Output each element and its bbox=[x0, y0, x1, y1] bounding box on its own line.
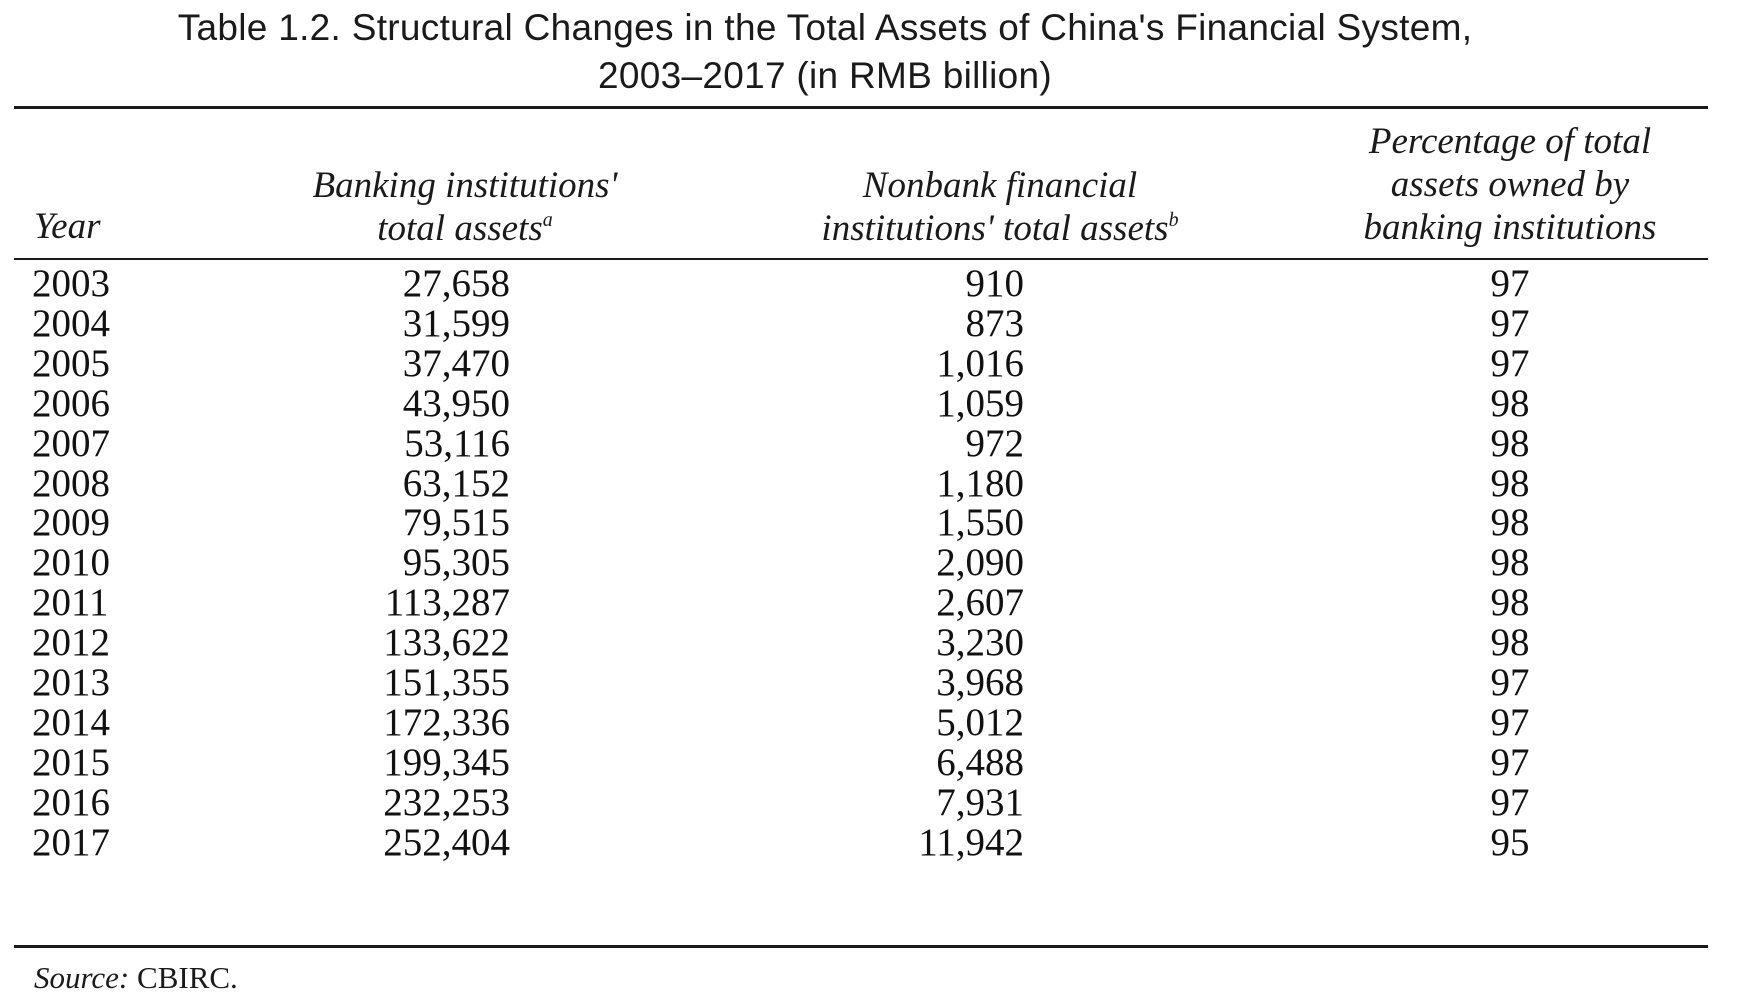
header-year: Year bbox=[34, 206, 101, 247]
cell-nonbank-assets: 972 bbox=[965, 421, 1025, 465]
cell-year: 2015 bbox=[32, 740, 110, 784]
cell-year: 2007 bbox=[32, 421, 110, 465]
cell-year: 2017 bbox=[32, 820, 110, 864]
cell-year: 2006 bbox=[32, 381, 110, 425]
source-text: CBIRC. bbox=[137, 960, 238, 995]
cell-percentage: 98 bbox=[1490, 381, 1530, 425]
table-row: 2007 53,116 972 98 bbox=[0, 422, 1757, 466]
cell-year: 2003 bbox=[32, 262, 110, 305]
cell-banking-assets: 79,515 bbox=[402, 501, 510, 545]
cell-banking-assets: 172,336 bbox=[383, 700, 510, 744]
table-row: 2003 27,658 910 97 bbox=[0, 262, 1757, 306]
cell-year: 2010 bbox=[32, 541, 110, 585]
cell-year: 2004 bbox=[32, 301, 110, 345]
cell-banking-assets: 113,287 bbox=[384, 581, 510, 625]
cell-nonbank-assets: 1,180 bbox=[936, 461, 1024, 505]
header-banking-line-1: Banking institutions' bbox=[312, 165, 618, 206]
header-banking-line-2-text: total assets bbox=[377, 208, 543, 249]
cell-percentage: 97 bbox=[1490, 262, 1530, 305]
cell-year: 2005 bbox=[32, 341, 110, 385]
cell-year: 2009 bbox=[32, 501, 110, 545]
cell-banking-assets: 43,950 bbox=[402, 381, 510, 425]
header-banking-line-2: total assetsa bbox=[250, 207, 680, 250]
cell-percentage: 98 bbox=[1490, 621, 1530, 665]
cell-percentage: 97 bbox=[1490, 661, 1530, 704]
cell-banking-assets: 151,355 bbox=[383, 661, 510, 704]
table-row: 2010 95,305 2,090 98 bbox=[0, 541, 1757, 585]
cell-year: 2008 bbox=[32, 461, 110, 505]
cell-banking-assets: 232,253 bbox=[383, 780, 510, 824]
cell-percentage: 98 bbox=[1490, 461, 1530, 505]
table-row: 2011 113,287 2,607 98 bbox=[0, 581, 1757, 625]
cell-nonbank-assets: 2,607 bbox=[936, 581, 1024, 625]
cell-nonbank-assets: 6,488 bbox=[936, 740, 1024, 784]
source-note: Source: CBIRC. bbox=[34, 958, 238, 998]
header-nonbank-line-2: institutions' total assetsb bbox=[770, 207, 1230, 250]
cell-banking-assets: 27,658 bbox=[402, 262, 510, 305]
bottom-rule bbox=[14, 945, 1708, 948]
table-row: 2009 79,515 1,550 98 bbox=[0, 501, 1757, 545]
cell-percentage: 95 bbox=[1490, 820, 1530, 864]
footnote-marker-b: b bbox=[1168, 209, 1179, 231]
cell-banking-assets: 63,152 bbox=[402, 461, 510, 505]
cell-percentage: 97 bbox=[1490, 341, 1530, 385]
cell-nonbank-assets: 910 bbox=[965, 262, 1025, 305]
table-row: 2008 63,152 1,180 98 bbox=[0, 462, 1757, 506]
cell-banking-assets: 199,345 bbox=[383, 740, 510, 784]
header-pct-line-3: banking institutions bbox=[1363, 207, 1657, 248]
cell-percentage: 98 bbox=[1490, 421, 1530, 465]
table-row: 2016 232,253 7,931 97 bbox=[0, 781, 1757, 825]
cell-year: 2014 bbox=[32, 700, 110, 744]
cell-year: 2016 bbox=[32, 780, 110, 824]
cell-nonbank-assets: 1,550 bbox=[936, 501, 1024, 545]
table-title-line-1: Table 1.2. Structural Changes in the Tot… bbox=[177, 7, 1473, 48]
table-title-line-2: 2003–2017 (in RMB billion) bbox=[597, 55, 1053, 96]
top-rule bbox=[14, 106, 1708, 109]
cell-banking-assets: 53,116 bbox=[404, 421, 510, 465]
header-pct-line-2: assets owned by bbox=[1390, 164, 1630, 205]
cell-banking-assets: 37,470 bbox=[402, 341, 510, 385]
footnote-marker-a: a bbox=[542, 209, 553, 231]
cell-banking-assets: 95,305 bbox=[402, 541, 510, 585]
cell-banking-assets: 133,622 bbox=[383, 621, 510, 665]
table-row: 2013 151,355 3,968 97 bbox=[0, 661, 1757, 705]
cell-percentage: 97 bbox=[1490, 700, 1530, 744]
cell-percentage: 98 bbox=[1490, 541, 1530, 585]
table-row: 2015 199,345 6,488 97 bbox=[0, 741, 1757, 785]
table-row: 2004 31,599 873 97 bbox=[0, 302, 1757, 346]
cell-year: 2013 bbox=[32, 661, 110, 704]
cell-nonbank-assets: 11,942 bbox=[918, 820, 1024, 864]
table-row: 2014 172,336 5,012 97 bbox=[0, 701, 1757, 745]
header-nonbank-assets: Nonbank financial institutions' total as… bbox=[770, 164, 1230, 250]
cell-percentage: 98 bbox=[1490, 501, 1530, 545]
table-row: 2017 252,404 11,942 95 bbox=[0, 821, 1757, 865]
cell-banking-assets: 252,404 bbox=[383, 820, 510, 864]
source-label: Source: bbox=[34, 960, 130, 995]
table-row: 2006 43,950 1,059 98 bbox=[0, 382, 1757, 426]
cell-year: 2012 bbox=[32, 621, 110, 665]
cell-percentage: 98 bbox=[1490, 581, 1530, 625]
header-nonbank-line-1: Nonbank financial bbox=[862, 165, 1138, 206]
cell-nonbank-assets: 5,012 bbox=[936, 700, 1024, 744]
cell-nonbank-assets: 1,016 bbox=[936, 341, 1024, 385]
header-pct-line-1: Percentage of total bbox=[1368, 121, 1652, 162]
cell-nonbank-assets: 1,059 bbox=[936, 381, 1024, 425]
header-rule bbox=[14, 258, 1708, 260]
cell-year: 2011 bbox=[32, 581, 109, 625]
cell-nonbank-assets: 3,230 bbox=[936, 621, 1024, 665]
header-banking-assets: Banking institutions' total assetsa bbox=[250, 164, 680, 250]
table-row: 2012 133,622 3,230 98 bbox=[0, 621, 1757, 665]
cell-percentage: 97 bbox=[1490, 301, 1530, 345]
cell-nonbank-assets: 873 bbox=[965, 301, 1025, 345]
header-percentage-banking: Percentage of total assets owned by bank… bbox=[1310, 120, 1710, 249]
cell-banking-assets: 31,599 bbox=[402, 301, 510, 345]
table-row: 2005 37,470 1,016 97 bbox=[0, 342, 1757, 386]
cell-percentage: 97 bbox=[1490, 740, 1530, 784]
cell-nonbank-assets: 7,931 bbox=[936, 780, 1024, 824]
cell-percentage: 97 bbox=[1490, 780, 1530, 824]
header-nonbank-line-2-text: institutions' total assets bbox=[821, 208, 1169, 249]
cell-nonbank-assets: 2,090 bbox=[936, 541, 1024, 585]
cell-nonbank-assets: 3,968 bbox=[936, 661, 1024, 704]
